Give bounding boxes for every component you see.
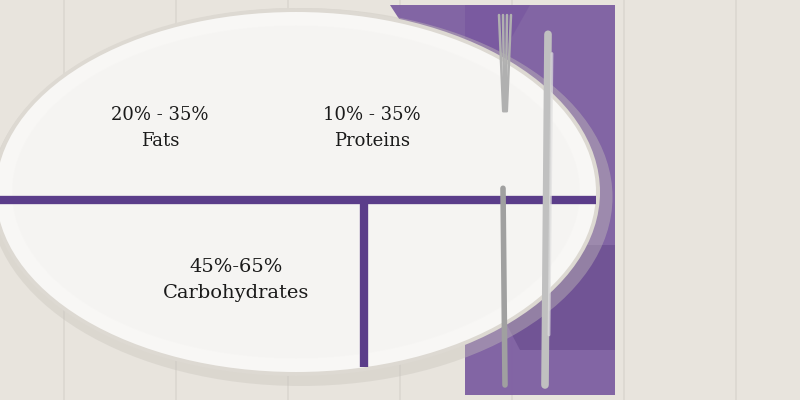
Ellipse shape (0, 8, 613, 386)
Ellipse shape (12, 26, 580, 358)
Polygon shape (390, 5, 530, 120)
Polygon shape (465, 245, 615, 350)
Ellipse shape (0, 12, 596, 372)
Text: 45%-65%
Carbohydrates: 45%-65% Carbohydrates (163, 258, 309, 302)
Ellipse shape (0, 8, 600, 376)
Text: 10% - 35%
Proteins: 10% - 35% Proteins (323, 106, 421, 150)
Polygon shape (465, 5, 615, 395)
Text: 20% - 35%
Fats: 20% - 35% Fats (111, 106, 209, 150)
